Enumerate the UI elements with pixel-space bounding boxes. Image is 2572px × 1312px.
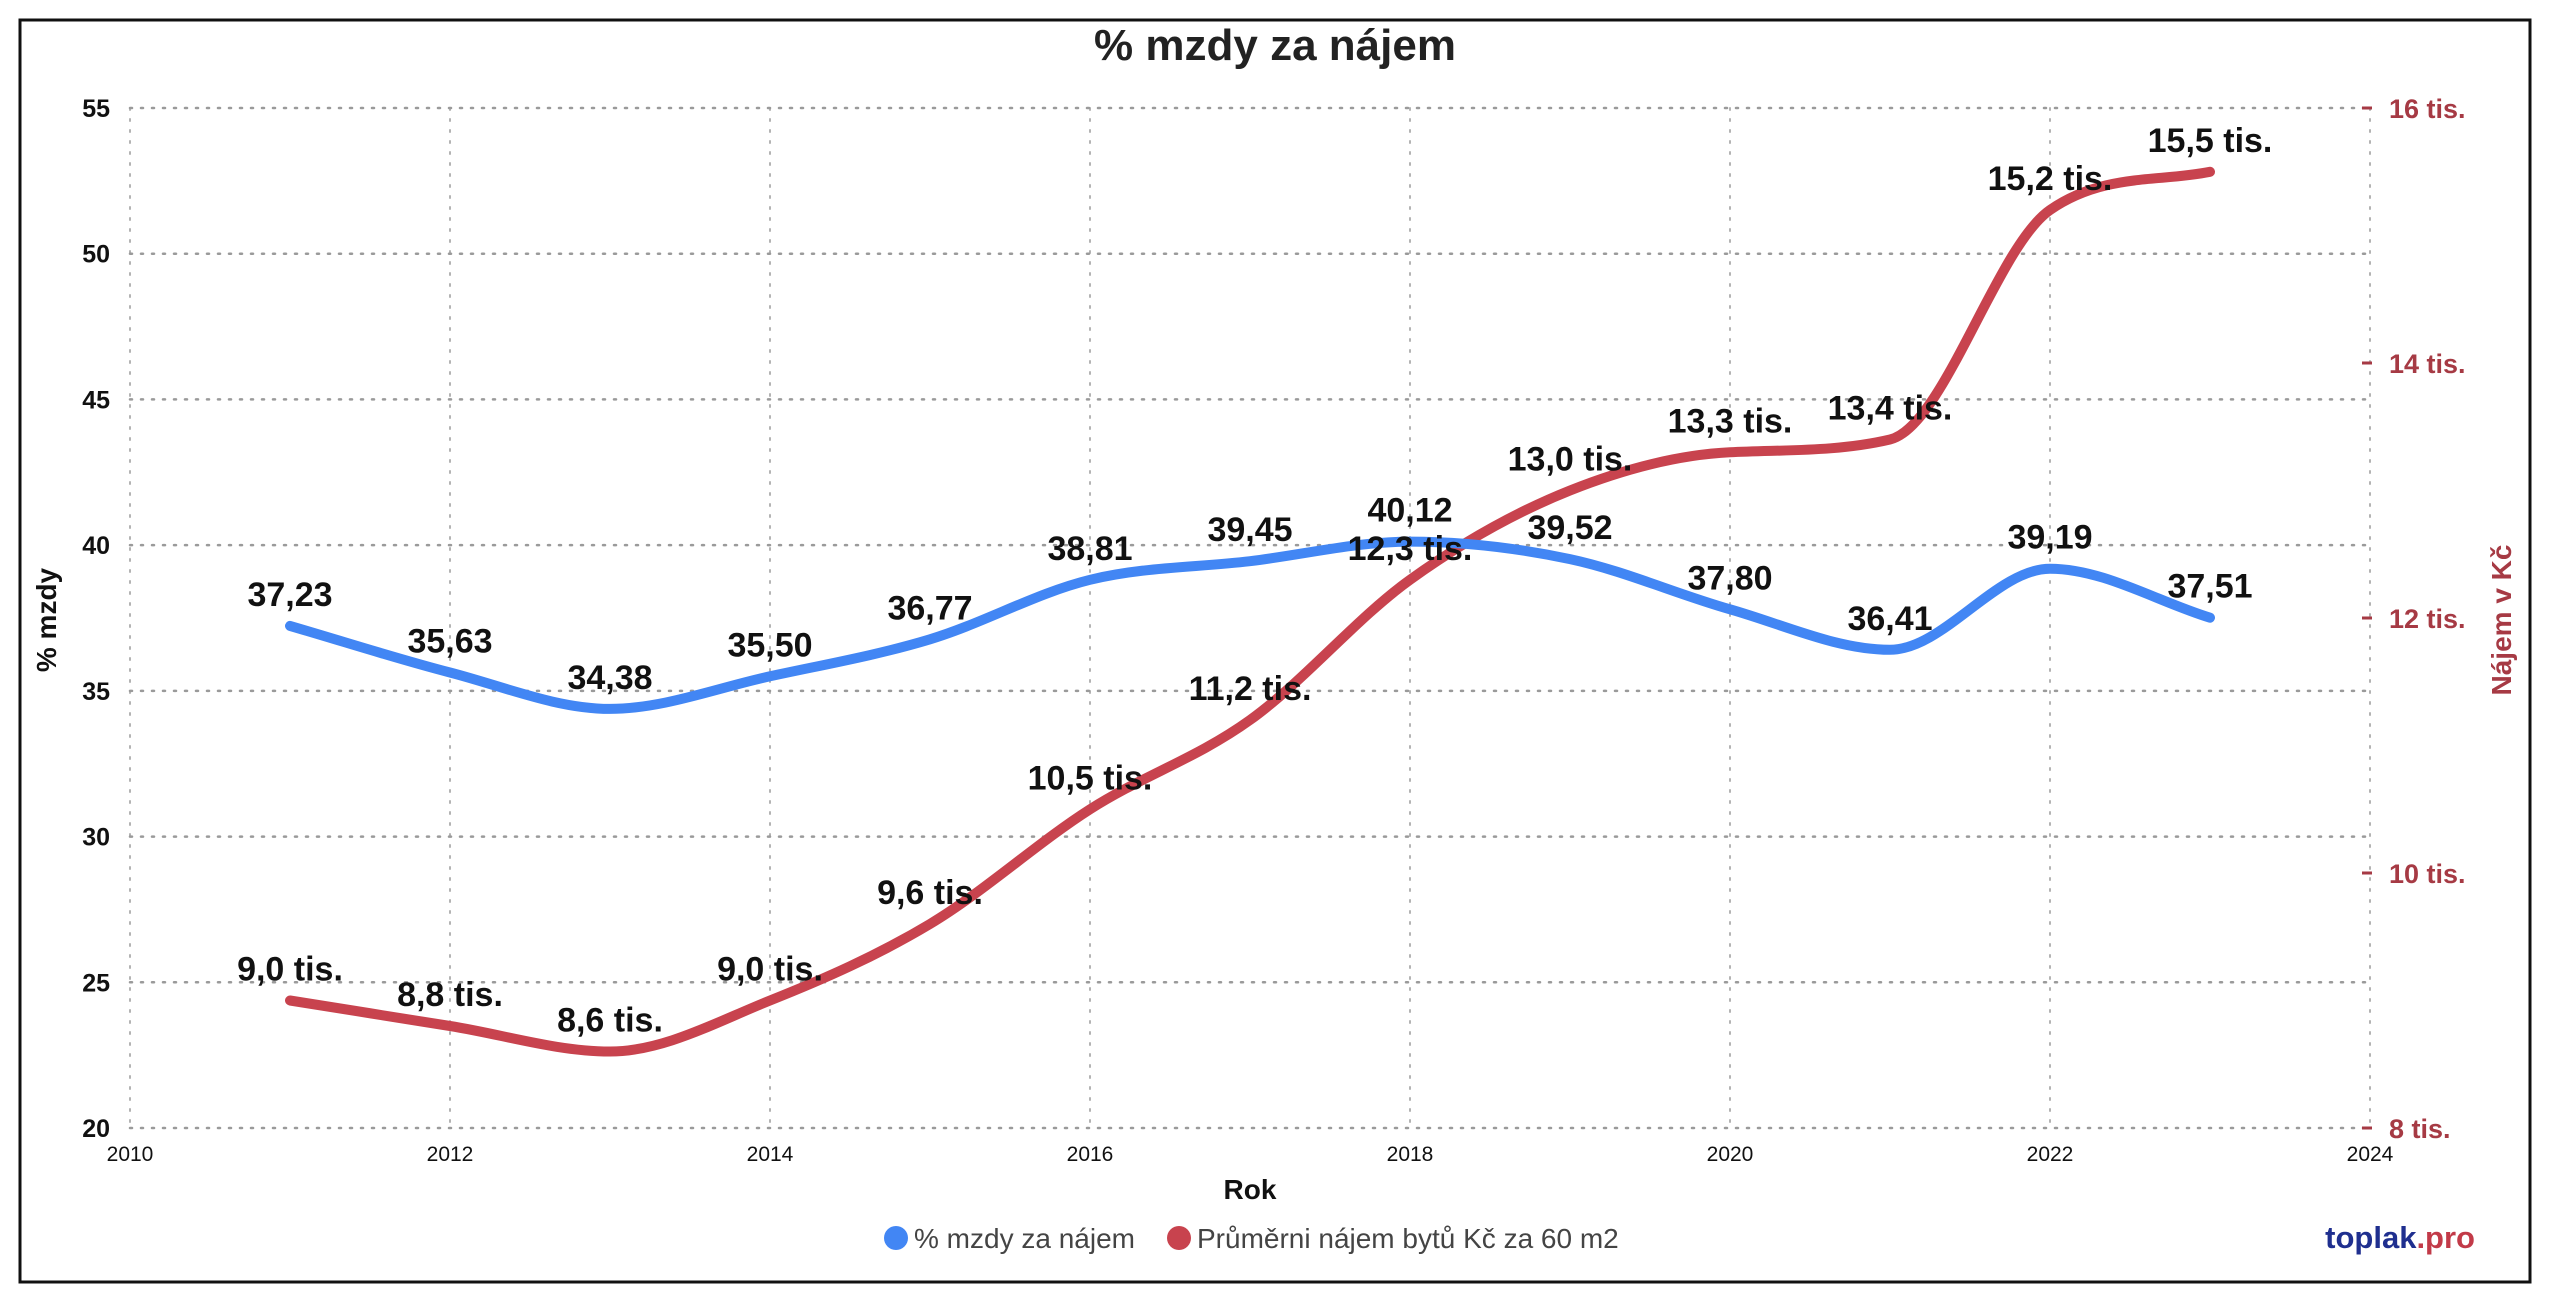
data-label-wage-percent: 34,38: [567, 659, 652, 697]
data-label-wage-percent: 37,80: [1687, 559, 1772, 597]
data-point-wage-percent: [609, 707, 611, 710]
data-point-wage-percent: [929, 638, 931, 641]
legend-label-series1: % mzdy za nájem: [914, 1223, 1135, 1254]
x-tick-label: 2020: [1707, 1143, 1754, 1166]
data-label-rent-czk: 11,2 tis.: [1189, 670, 1312, 708]
series-layer: [285, 166, 2215, 1057]
x-tick-label: 2014: [747, 1143, 794, 1166]
data-point-rent-czk: [2049, 209, 2051, 211]
y2-axis-label: Nájem v Kč: [2486, 545, 2517, 696]
data-label-wage-percent: 38,81: [1047, 530, 1132, 568]
data-label-rent-czk: 9,6 tis.: [877, 874, 983, 912]
data-point-rent-czk: [1249, 719, 1251, 721]
y-tick-label: 45: [82, 386, 110, 414]
legend-label-series2: Průměrni nájem bytů Kč za 60 m2: [1197, 1223, 1619, 1254]
data-label-wage-percent: 37,23: [247, 576, 332, 614]
data-label-rent-czk: 15,5 tis.: [2148, 122, 2273, 160]
data-point-wage-percent: [769, 675, 771, 678]
legend-marker-series2: [1167, 1226, 1191, 1250]
data-label-rent-czk: 13,4 tis.: [1828, 390, 1953, 428]
legend: % mzdy za nájem Průměrni nájem bytů Kč z…: [884, 1223, 1619, 1254]
data-point-rent-czk: [1889, 438, 1891, 441]
x-tick-label: 2024: [2347, 1143, 2394, 1166]
data-label-rent-czk: 8,8 tis.: [397, 976, 503, 1014]
axis-layer: 2010 2012 2014 2016 2018 2020 2022 2024 20 25 30 35…: [82, 94, 2465, 1166]
chart-title: % mzdy za nájem: [1094, 21, 1456, 70]
x-axis-label: Rok: [1224, 1174, 1277, 1205]
data-point-rent-czk: [929, 923, 931, 925]
brand-logo: toplak.pro: [2325, 1220, 2475, 1255]
data-label-wage-percent: 35,50: [727, 626, 812, 664]
data-point-wage-percent: [1569, 558, 1571, 561]
data-point-wage-percent: [1249, 560, 1251, 563]
y-tick-label: 35: [82, 678, 110, 706]
data-point-rent-czk: [1729, 451, 1731, 454]
data-label-wage-percent: 37,51: [2167, 568, 2252, 606]
data-point-rent-czk: [289, 999, 291, 1002]
data-point-wage-percent: [289, 624, 291, 627]
x-tick-label: 2016: [1067, 1143, 1114, 1166]
y-tick-label: 55: [82, 95, 110, 123]
data-label-wage-percent: 40,12: [1367, 492, 1452, 530]
data-label-rent-czk: 15,2 tis.: [1988, 160, 2113, 198]
brand-logo-part2: .pro: [2416, 1220, 2475, 1255]
data-point-wage-percent: [1729, 608, 1731, 611]
series-line-rent-czk: [285, 166, 2215, 1057]
y2-tick-label: 12 tis.: [2389, 604, 2466, 634]
data-label-rent-czk: 9,0 tis.: [717, 951, 823, 989]
data-label-wage-percent: 36,77: [887, 589, 972, 627]
data-point-rent-czk: [1089, 808, 1091, 811]
data-label-wage-percent: 39,45: [1207, 511, 1292, 549]
data-point-wage-percent: [449, 671, 451, 674]
data-label-rent-czk: 12,3 tis.: [1348, 530, 1473, 568]
data-label-rent-czk: 10,5 tis.: [1028, 759, 1153, 797]
data-point-wage-percent: [1409, 540, 1411, 543]
data-label-rent-czk: 13,3 tis.: [1668, 402, 1793, 440]
y-tick-label: 40: [82, 532, 110, 560]
y2-tick-label: 14 tis.: [2389, 349, 2466, 379]
y2-tick-label: 16 tis.: [2389, 94, 2466, 124]
legend-marker-series1: [884, 1226, 908, 1250]
y-tick-label: 50: [82, 241, 110, 269]
y-tick-label: 30: [82, 824, 110, 852]
data-label-wage-percent: 39,19: [2007, 519, 2092, 557]
y-tick-label: 25: [82, 969, 110, 997]
chart-frame: [18, 18, 2532, 1284]
data-point-rent-czk: [609, 1050, 611, 1053]
data-point-rent-czk: [1569, 489, 1571, 492]
data-point-rent-czk: [2209, 170, 2211, 173]
y2-tick-label: 10 tis.: [2389, 859, 2466, 889]
data-label-wage-percent: 39,52: [1527, 509, 1612, 547]
data-point-rent-czk: [449, 1025, 451, 1027]
y-tick-label: 20: [82, 1115, 110, 1143]
data-point-rent-czk: [769, 999, 771, 1002]
data-label-wage-percent: 36,41: [1847, 600, 1932, 638]
data-point-wage-percent: [2209, 616, 2211, 619]
data-label-rent-czk: 8,6 tis.: [557, 1002, 663, 1040]
brand-logo-part1: toplak: [2325, 1220, 2417, 1255]
data-point-wage-percent: [1889, 648, 1891, 651]
data-label-wage-percent: 35,63: [407, 622, 492, 660]
data-point-wage-percent: [1089, 578, 1091, 581]
x-tick-label: 2022: [2027, 1143, 2074, 1166]
x-tick-label: 2018: [1387, 1143, 1434, 1166]
y2-tick-label: 8 tis.: [2389, 1114, 2451, 1144]
x-tick-label: 2010: [107, 1143, 154, 1166]
data-label-layer: 37,23 35,63 34,38 35,50 36,77 38,81 39,45 40,12…: [237, 122, 2272, 1040]
data-point-rent-czk: [1409, 578, 1411, 581]
data-label-rent-czk: 9,0 tis.: [237, 951, 343, 989]
x-tick-label: 2012: [427, 1143, 474, 1166]
data-point-wage-percent: [2049, 567, 2051, 570]
data-label-rent-czk: 13,0 tis.: [1508, 441, 1633, 479]
y-axis-label: % mzdy: [31, 567, 62, 672]
